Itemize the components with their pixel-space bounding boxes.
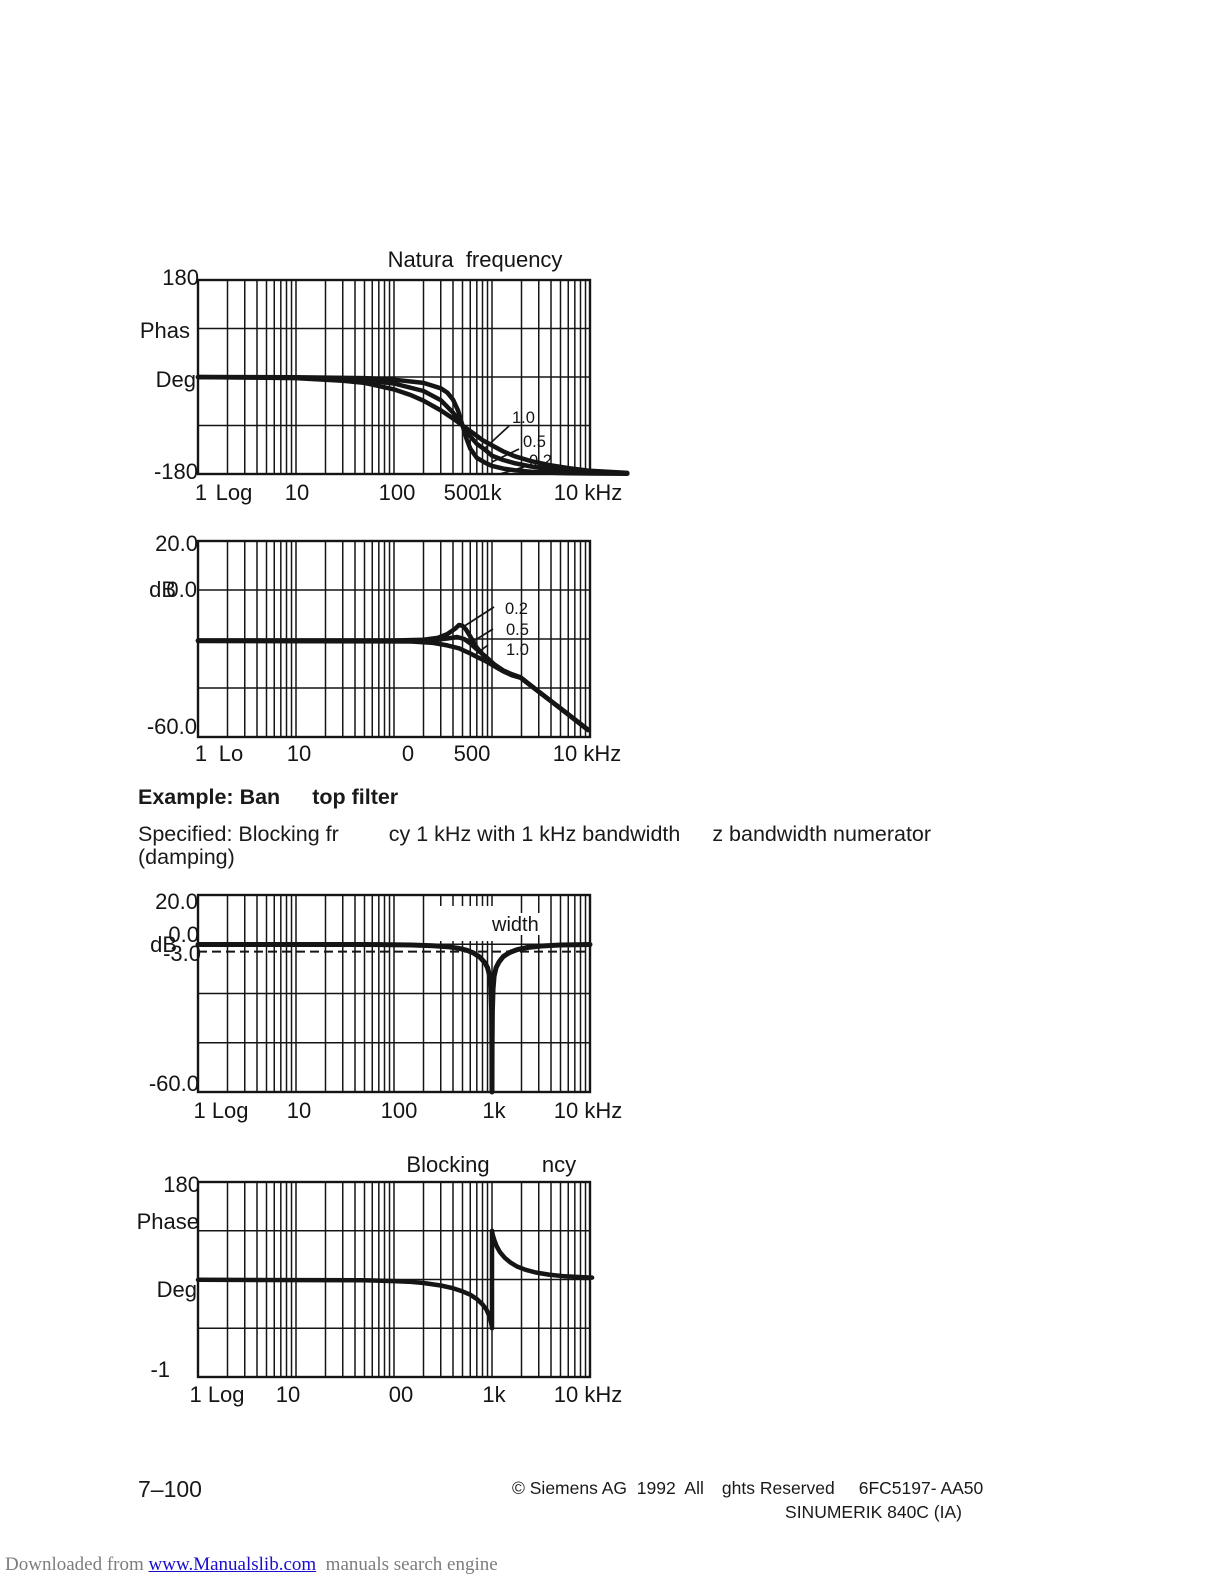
damping-line: (damping): [138, 845, 235, 869]
y-axis-label: 20.0: [155, 531, 198, 556]
x-axis-label: 1 Log: [193, 1098, 248, 1123]
y-axis-label: 180: [163, 1172, 200, 1197]
x-axis-label: Lo: [219, 741, 243, 766]
y-axis-label: -60.0: [149, 1071, 199, 1096]
plot-border: [196, 893, 592, 1094]
x-axis-label: 10 kHz: [554, 1382, 622, 1407]
watermark-suffix: manuals search engine: [316, 1554, 498, 1575]
chart-title: Blocking: [406, 1152, 489, 1177]
leader-line: [475, 644, 489, 655]
y-axis-label: 0.0: [168, 922, 199, 947]
x-axis-label: 500: [454, 741, 491, 766]
y-axis-label: dB: [150, 932, 177, 957]
x-axis-label: 1k: [482, 1382, 506, 1407]
chart-title: Natura frequency: [388, 247, 563, 272]
bandstop-magnitude-plot: width 20.0 0.0dB-3.0 -60.01 Log 10 100 1k 10 kH…: [149, 889, 622, 1123]
x-axis-label: 10: [276, 1382, 300, 1407]
specified-line: Specified: Blocking fr cy 1 kHz with 1 kH…: [138, 823, 931, 845]
x-axis-label: 0: [402, 741, 414, 766]
curve-0.2: [195, 374, 630, 476]
y-axis-label: 180: [162, 265, 199, 290]
x-axis-label: 100: [381, 1098, 418, 1123]
series-label: 0.2: [529, 452, 552, 470]
y-axis-label: 20.0: [155, 889, 198, 914]
x-axis-label: 10 kHz: [554, 1098, 622, 1123]
x-axis-label: 10: [285, 480, 309, 505]
y-axis-label: Phase: [137, 1209, 199, 1234]
series-label: 0.5: [506, 621, 529, 639]
series-label: 0.5: [523, 433, 546, 451]
order-number: 6FC5197- AA50: [858, 1478, 984, 1498]
x-axis-label: 1: [195, 741, 207, 766]
chart-title: ncy: [542, 1152, 576, 1177]
x-axis-label: 1: [195, 480, 207, 505]
example-heading: Example: Ban top filter: [138, 786, 398, 808]
x-axis-label: 10: [287, 1098, 311, 1123]
x-axis-label: 10 kHz: [553, 741, 621, 766]
y-axis-label: Deg: [157, 1277, 197, 1302]
page-number: 7–100: [138, 1476, 202, 1502]
copyright-line: © Siemens AG 1992 All ghts Reserved 6FC519…: [512, 1478, 983, 1499]
watermark-prefix: Downloaded from: [5, 1554, 149, 1575]
curve-1.0: [195, 374, 630, 476]
copyright-segment-1: © Siemens AG 1992 All: [512, 1478, 704, 1498]
x-axis-label: 10 kHz: [554, 480, 622, 505]
series-label: 0.2: [505, 600, 528, 618]
y-axis-label: -180: [154, 459, 198, 484]
natural-frequency-magnitude-plot: 0.2 0.5 1.0 20.0 dB0.0 -60.01 Lo 10 0 500 10 kHz: [147, 531, 621, 766]
curve-notch: [195, 942, 593, 1095]
y-axis-label: 0.0: [166, 577, 197, 602]
leader-line: [462, 606, 495, 628]
specified-segment-1: Specified: Blocking fr: [138, 822, 339, 846]
product-name: SINUMERIK 840C (IA): [785, 1502, 962, 1522]
y-axis-label: Phas: [140, 318, 190, 343]
specified-segment-2: cy 1 kHz with 1 kHz bandwidth: [388, 822, 681, 846]
curve-0.5: [195, 374, 630, 476]
series-label: width: [491, 914, 539, 936]
y-axis-label: -1: [150, 1357, 170, 1382]
y-axis-label: -60.0: [147, 714, 197, 739]
label-background: [488, 913, 548, 935]
y-axis-label: dB: [149, 577, 176, 602]
x-axis-label: 1k: [478, 480, 502, 505]
series-label: 1.0: [512, 409, 535, 427]
curve-phase: [195, 1228, 595, 1331]
series-label: 1.0: [506, 641, 529, 659]
leader-line: [482, 425, 510, 451]
watermark: Downloaded from www.Manualslib.com manua…: [5, 1554, 498, 1576]
example-heading-prefix: Example: Ban: [138, 785, 281, 809]
manualslib-link[interactable]: www.Manualslib.com: [148, 1554, 317, 1575]
curve-1.0: [195, 638, 591, 733]
copyright-segment-2: ghts Reserved: [721, 1478, 835, 1498]
y-axis-label: Deg: [156, 367, 196, 392]
leader-line: [491, 448, 520, 463]
specified-segment-3: z bandwidth numerator: [712, 822, 932, 846]
x-axis-label: 500: [444, 480, 481, 505]
x-axis-label: 100: [379, 480, 416, 505]
example-heading-suffix: top filter: [312, 785, 399, 809]
x-axis-label: 00: [389, 1382, 413, 1407]
x-axis-label: Log: [216, 480, 253, 505]
x-axis-label: 10: [287, 741, 311, 766]
leader-line: [499, 466, 525, 475]
x-axis-label: 1 Log: [189, 1382, 244, 1407]
leader-line: [471, 628, 494, 643]
y-axis-label: -3.0: [163, 941, 201, 966]
blocking-frequency-phase-plot: Blocking ncy 180 Phase Deg -1 1 Log 10 00 1k 10 kH…: [137, 1152, 623, 1407]
x-axis-label: 1k: [482, 1098, 506, 1123]
